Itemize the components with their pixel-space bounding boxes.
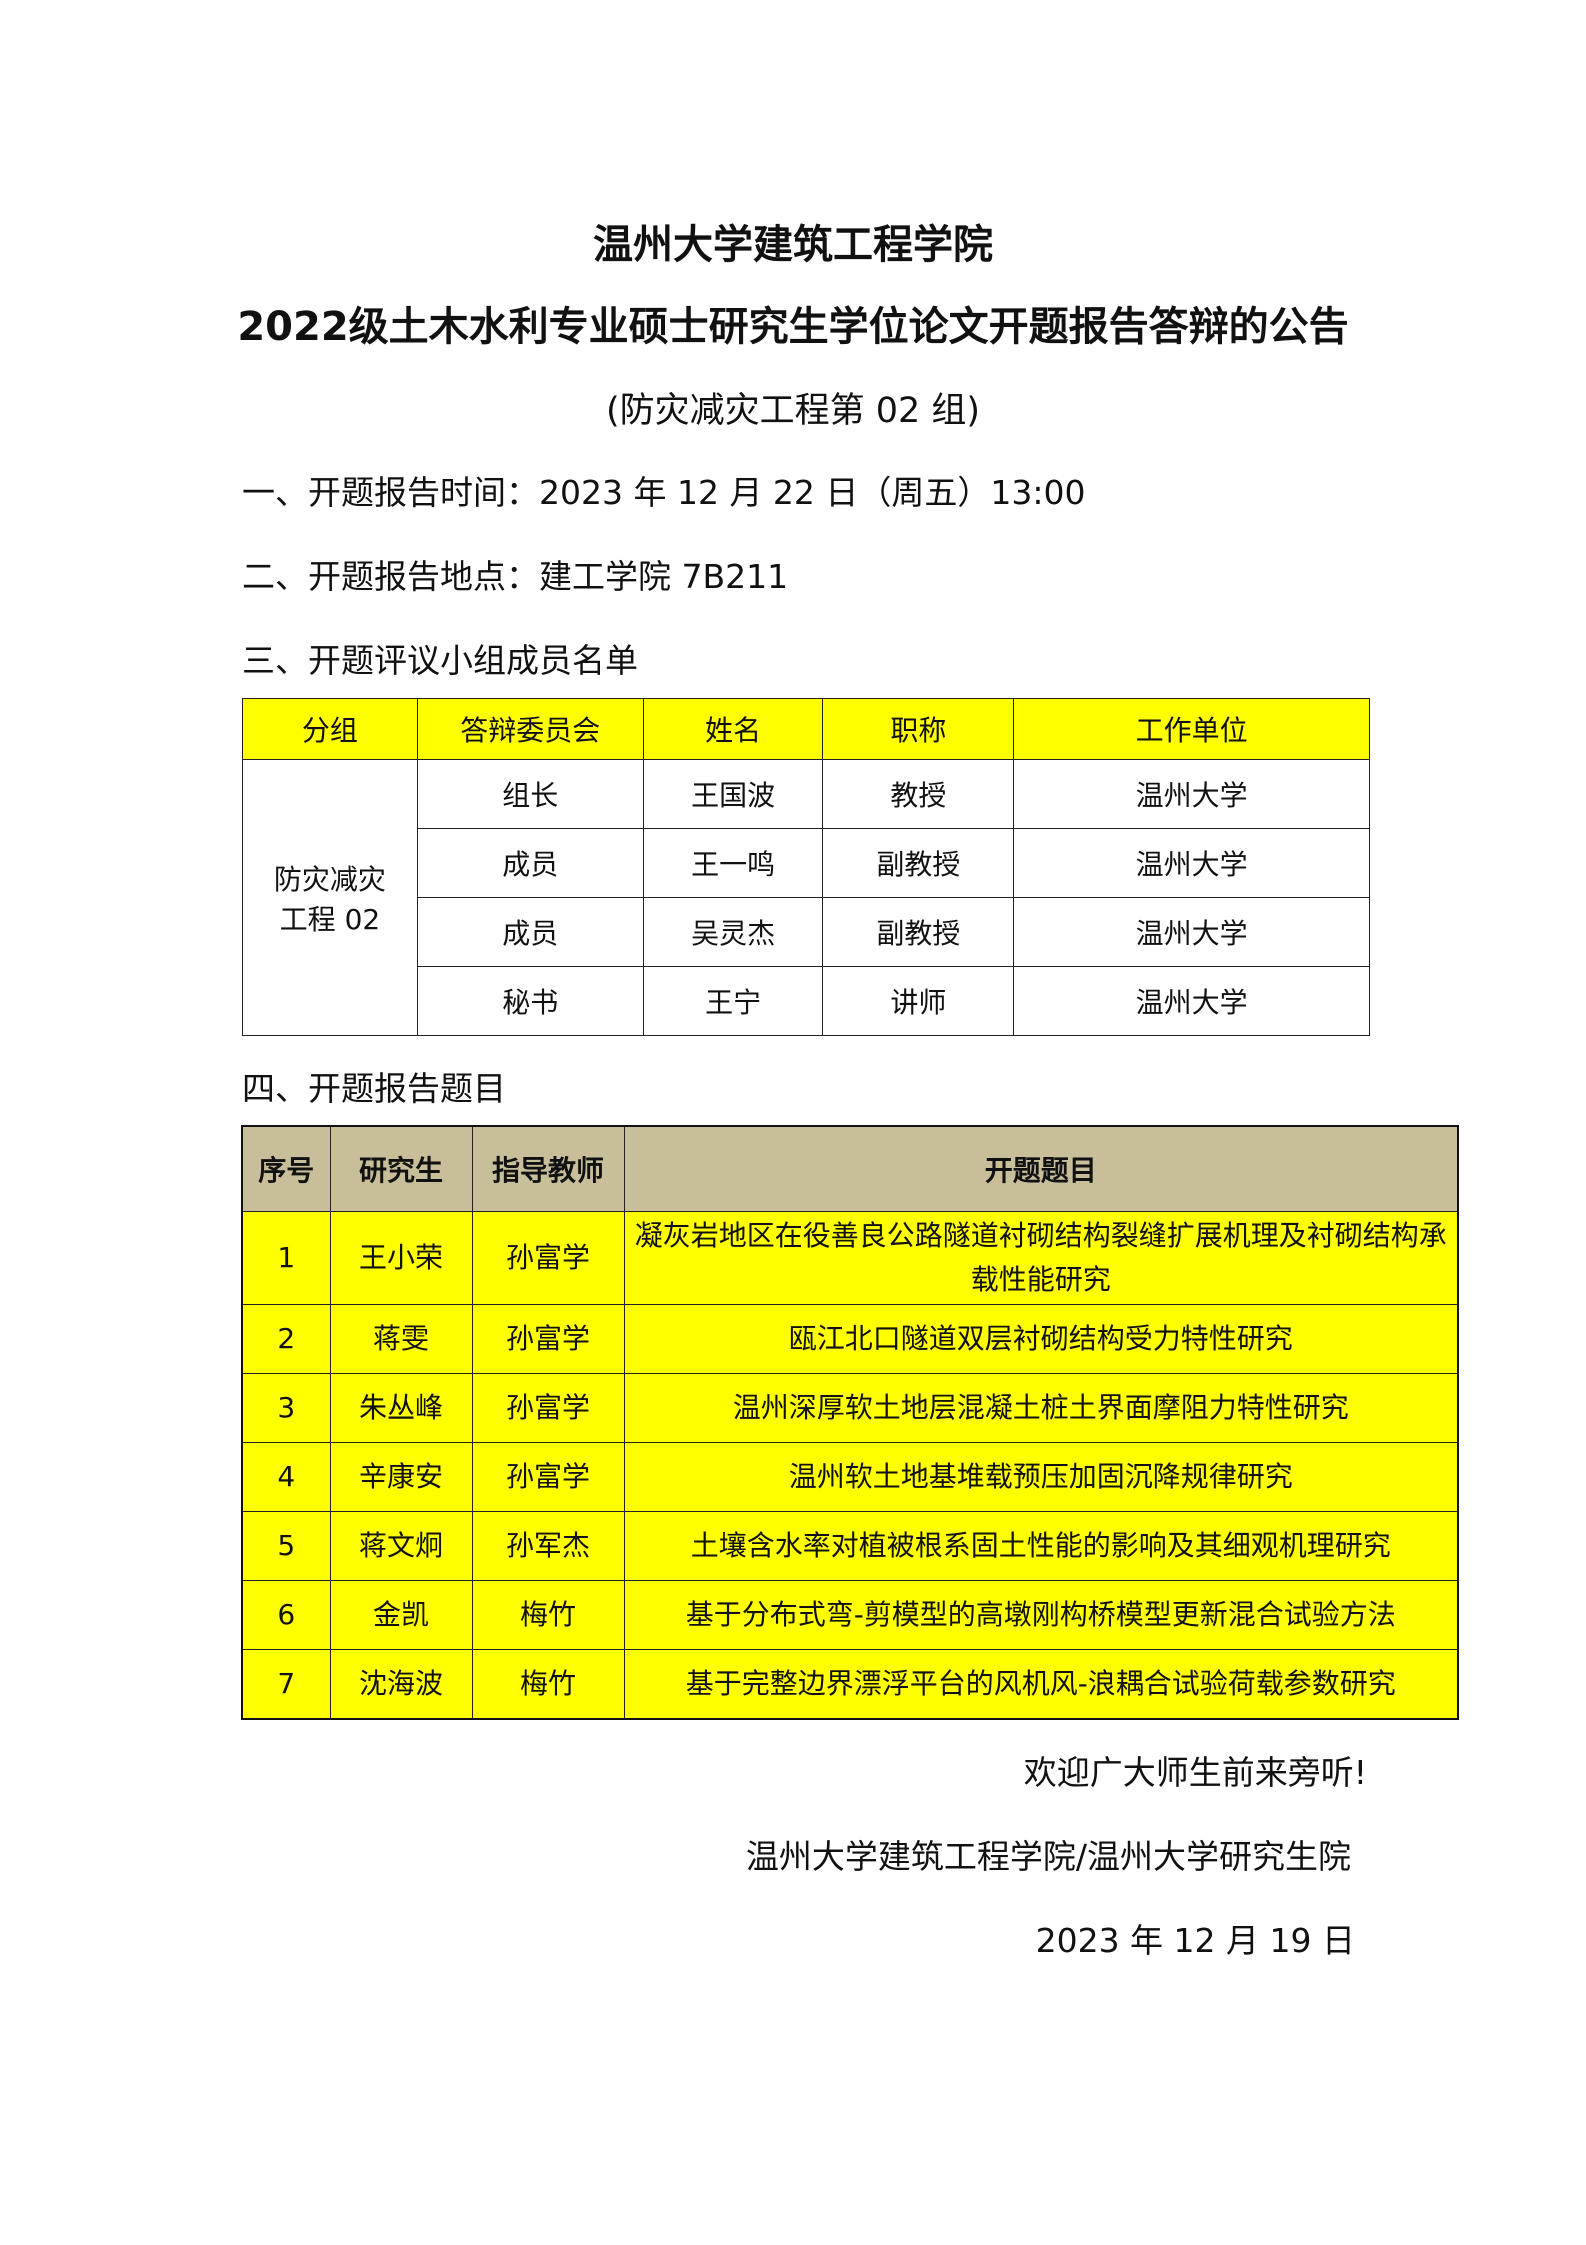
table-row: 4 辛康安 孙富学 温州软土地基堆载预压加固沉降规律研究 <box>241 1442 1459 1512</box>
index-cell: 2 <box>241 1304 331 1374</box>
header-cell: 答辩委员会 <box>416 698 644 760</box>
header-cell: 指导教师 <box>471 1125 625 1212</box>
student-cell: 辛康安 <box>329 1442 473 1512</box>
student-cell: 沈海波 <box>329 1649 473 1720</box>
group-label: (防灾减灾工程第 02 组) <box>605 391 981 431</box>
topic-cell: 温州深厚软土地层混凝土桩土界面摩阻力特性研究 <box>623 1373 1459 1443</box>
committee-table: 分组 答辩委员会 姓名 职称 工作单位 防灾减灾工程 02 组长 王国波 教授 … <box>242 698 1370 1036</box>
cell: 秘书 <box>416 966 644 1036</box>
student-cell: 蒋文炯 <box>329 1511 473 1581</box>
topic-cell: 凝灰岩地区在役善良公路隧道衬砌结构裂缝扩展机理及衬砌结构承载性能研究 <box>623 1211 1459 1305</box>
issue-date: 2023 年 12 月 19 日 <box>1035 1921 1355 1960</box>
header-cell: 开题题目 <box>623 1125 1459 1212</box>
table-header-row: 序号 研究生 指导教师 开题题目 <box>241 1125 1459 1212</box>
cell: 组长 <box>416 759 644 829</box>
welcome-text: 欢迎广大师生前来旁听! <box>1023 1753 1367 1792</box>
advisor-cell: 孙富学 <box>471 1211 625 1305</box>
index-cell: 7 <box>241 1649 331 1720</box>
header-cell: 工作单位 <box>1013 698 1370 760</box>
cell: 成员 <box>416 828 644 898</box>
table-row: 7 沈海波 梅竹 基于完整边界漂浮平台的风机风-浪耦合试验荷载参数研究 <box>241 1649 1459 1720</box>
table-row: 1 王小荣 孙富学 凝灰岩地区在役善良公路隧道衬砌结构裂缝扩展机理及衬砌结构承载性能研… <box>241 1211 1459 1305</box>
cell: 吴灵杰 <box>642 897 824 967</box>
table-row: 秘书 王宁 讲师 温州大学 <box>243 966 1370 1036</box>
student-cell: 王小荣 <box>329 1211 473 1305</box>
table-row: 成员 吴灵杰 副教授 温州大学 <box>243 897 1370 967</box>
place-line: 二、开题报告地点：建工学院 7B211 <box>242 557 789 596</box>
document-subtitle: 2022级土木水利专业硕士研究生学位论文开题报告答辩的公告 <box>237 304 1349 350</box>
index-cell: 3 <box>241 1373 331 1443</box>
cell: 温州大学 <box>1013 828 1370 898</box>
cell: 王宁 <box>642 966 824 1036</box>
header-cell: 研究生 <box>329 1125 473 1212</box>
topic-cell: 土壤含水率对植被根系固土性能的影响及其细观机理研究 <box>623 1511 1459 1581</box>
advisor-cell: 孙富学 <box>471 1442 625 1512</box>
topic-cell: 瓯江北口隧道双层衬砌结构受力特性研究 <box>623 1304 1459 1374</box>
table-row: 6 金凯 梅竹 基于分布式弯-剪模型的高墩刚构桥模型更新混合试验方法 <box>241 1580 1459 1650</box>
topic-cell: 基于完整边界漂浮平台的风机风-浪耦合试验荷载参数研究 <box>623 1649 1459 1720</box>
index-cell: 6 <box>241 1580 331 1650</box>
topic-cell: 温州软土地基堆载预压加固沉降规律研究 <box>623 1442 1459 1512</box>
group-cell: 防灾减灾工程 02 <box>242 759 418 1036</box>
cell: 温州大学 <box>1013 966 1370 1036</box>
header-cell: 姓名 <box>642 698 824 760</box>
cell: 成员 <box>416 897 644 967</box>
time-line: 一、开题报告时间：2023 年 12 月 22 日（周五）13:00 <box>242 473 1086 512</box>
advisor-cell: 梅竹 <box>471 1649 625 1720</box>
table-row: 3 朱丛峰 孙富学 温州深厚软土地层混凝土桩土界面摩阻力特性研究 <box>241 1373 1459 1443</box>
cell: 王一鸣 <box>642 828 824 898</box>
index-cell: 5 <box>241 1511 331 1581</box>
cell: 温州大学 <box>1013 759 1370 829</box>
advisor-cell: 孙富学 <box>471 1304 625 1374</box>
student-cell: 金凯 <box>329 1580 473 1650</box>
index-cell: 1 <box>241 1211 331 1305</box>
topics-heading: 四、开题报告题目 <box>242 1069 506 1108</box>
topic-cell: 基于分布式弯-剪模型的高墩刚构桥模型更新混合试验方法 <box>623 1580 1459 1650</box>
student-cell: 蒋雯 <box>329 1304 473 1374</box>
cell: 教授 <box>822 759 1015 829</box>
committee-heading: 三、开题评议小组成员名单 <box>242 641 638 680</box>
cell: 王国波 <box>642 759 824 829</box>
document-title: 温州大学建筑工程学院 <box>593 222 993 268</box>
advisor-cell: 孙富学 <box>471 1373 625 1443</box>
header-cell: 序号 <box>241 1125 331 1212</box>
cell: 温州大学 <box>1013 897 1370 967</box>
table-header-row: 分组 答辩委员会 姓名 职称 工作单位 <box>242 698 1370 760</box>
topics-table: 序号 研究生 指导教师 开题题目 1 王小荣 孙富学 凝灰岩地区在役善良公路隧道衬砌结… <box>241 1125 1459 1720</box>
advisor-cell: 梅竹 <box>471 1580 625 1650</box>
issuer-text: 温州大学建筑工程学院/温州大学研究生院 <box>745 1837 1351 1876</box>
index-cell: 4 <box>241 1442 331 1512</box>
cell: 副教授 <box>822 897 1015 967</box>
cell: 讲师 <box>822 966 1015 1036</box>
table-row: 2 蒋雯 孙富学 瓯江北口隧道双层衬砌结构受力特性研究 <box>241 1304 1459 1374</box>
student-cell: 朱丛峰 <box>329 1373 473 1443</box>
header-cell: 职称 <box>822 698 1015 760</box>
header-cell: 分组 <box>242 698 418 760</box>
cell: 副教授 <box>822 828 1015 898</box>
table-row: 防灾减灾工程 02 组长 王国波 教授 温州大学 <box>242 759 1370 1036</box>
table-row: 5 蒋文炯 孙军杰 土壤含水率对植被根系固土性能的影响及其细观机理研究 <box>241 1511 1459 1581</box>
advisor-cell: 孙军杰 <box>471 1511 625 1581</box>
